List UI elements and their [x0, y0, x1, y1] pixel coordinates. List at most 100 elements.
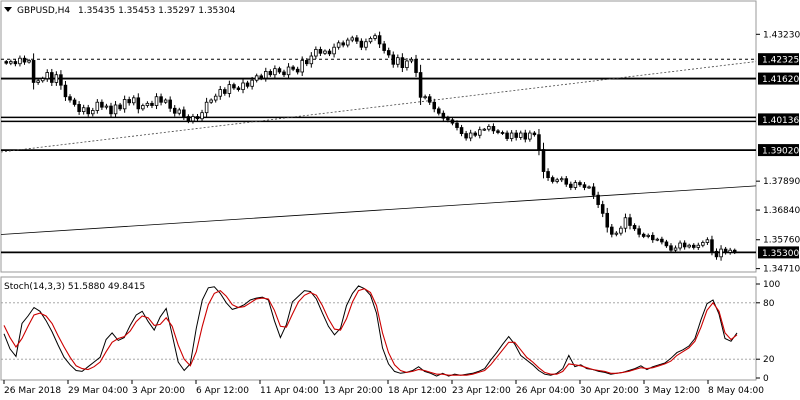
candle [277, 66, 282, 74]
candle [555, 177, 559, 184]
stoch-tick-label: 80 [763, 299, 775, 309]
candle-body-bear [13, 61, 18, 65]
time-tick-label: 29 Mar 04:00 [68, 386, 128, 396]
candle [200, 109, 204, 122]
candle-body-bear [150, 102, 154, 106]
candle-body-bull [518, 132, 523, 138]
candle-body-bear [136, 97, 141, 110]
candle-body-bear [628, 217, 632, 226]
candle [651, 232, 655, 243]
candle-body-bull [528, 132, 532, 140]
candle-body-bull [163, 99, 168, 103]
candle [223, 87, 227, 96]
candle [514, 129, 518, 141]
candle-body-bear [450, 119, 455, 124]
candle [669, 243, 673, 253]
level-label-text: 1.35300 [762, 249, 799, 259]
candle [318, 46, 323, 57]
candle-body-bear [182, 109, 186, 117]
candle [368, 36, 373, 44]
candle [591, 183, 596, 200]
candle-body-bear [414, 58, 418, 73]
candle [569, 181, 573, 191]
candle [245, 80, 250, 89]
candle-body-bull [719, 248, 723, 258]
candle [687, 243, 691, 249]
candle [259, 73, 263, 81]
candle [300, 56, 304, 76]
candle [336, 40, 341, 50]
candle [345, 37, 350, 48]
candle [150, 100, 154, 109]
candle [646, 233, 650, 239]
candle-body-bull [478, 129, 482, 136]
time-tick-label: 26 Apr 04:00 [516, 386, 575, 396]
candle [432, 98, 437, 113]
candle-body-bull [209, 99, 213, 103]
candle [528, 130, 532, 142]
candle [4, 60, 9, 65]
candle [478, 126, 482, 139]
time-tick-label: 26 Mar 2018 [4, 386, 61, 396]
candle-body-bull [332, 46, 336, 55]
candle-body-bull [273, 68, 277, 76]
time-tick-label: 11 Apr 04:00 [260, 386, 319, 396]
candle [628, 213, 632, 230]
candle [473, 131, 477, 138]
candle-body-bull [218, 89, 223, 97]
candle-body-bear [391, 54, 396, 65]
candle-body-bull [701, 242, 705, 246]
candle-body-bear [232, 84, 236, 89]
candle-body-bear [259, 75, 263, 79]
candle [723, 246, 728, 255]
candle [186, 114, 191, 124]
candle [691, 243, 696, 250]
candle-body-bull [396, 57, 400, 65]
candle [227, 80, 232, 98]
candle [182, 106, 186, 120]
candle [264, 67, 268, 82]
candle-body-bear [473, 132, 477, 136]
candle [673, 245, 678, 253]
candle [91, 107, 95, 117]
candle [655, 237, 660, 242]
candle [578, 180, 582, 187]
price-axis: 1.43230 1.37890 1.36840 1.35760 1.34710 1.42… [756, 30, 800, 275]
candle-body-bear [564, 178, 569, 185]
candle [109, 102, 113, 118]
level-label-box [758, 246, 799, 259]
candle [455, 120, 459, 131]
candle [459, 124, 464, 137]
candle [623, 213, 628, 233]
price-tick-label: 1.43230 [763, 30, 800, 40]
candle-body-bear [496, 130, 500, 133]
candle-body-bear [282, 71, 286, 76]
candle [605, 207, 610, 233]
candle [59, 70, 63, 90]
candle [701, 240, 705, 248]
candle-body-bull [213, 95, 218, 101]
candle-body-bull [95, 101, 100, 111]
candle-body-bull [655, 238, 660, 241]
candle [600, 200, 605, 218]
candle-body-bear [464, 133, 468, 139]
symbol-dropdown-icon[interactable] [4, 7, 12, 12]
time-tick-label: 3 May 12:00 [644, 386, 700, 396]
candle [191, 113, 195, 124]
candle-body-bear [109, 105, 113, 115]
trendline-1 [0, 185, 757, 235]
candle [446, 115, 450, 123]
candle-body-bear [159, 96, 163, 103]
candle [273, 65, 277, 79]
candle [232, 82, 236, 90]
price-tick-label: 1.36840 [763, 206, 800, 216]
candle [286, 63, 291, 79]
candle [660, 236, 664, 245]
price-tick-label: 1.35760 [763, 236, 800, 246]
candle [437, 106, 441, 116]
candle-body-bull [323, 50, 327, 54]
candle [664, 239, 669, 248]
candle [122, 95, 127, 113]
candle-body-bear [491, 126, 496, 132]
candle [218, 85, 223, 100]
